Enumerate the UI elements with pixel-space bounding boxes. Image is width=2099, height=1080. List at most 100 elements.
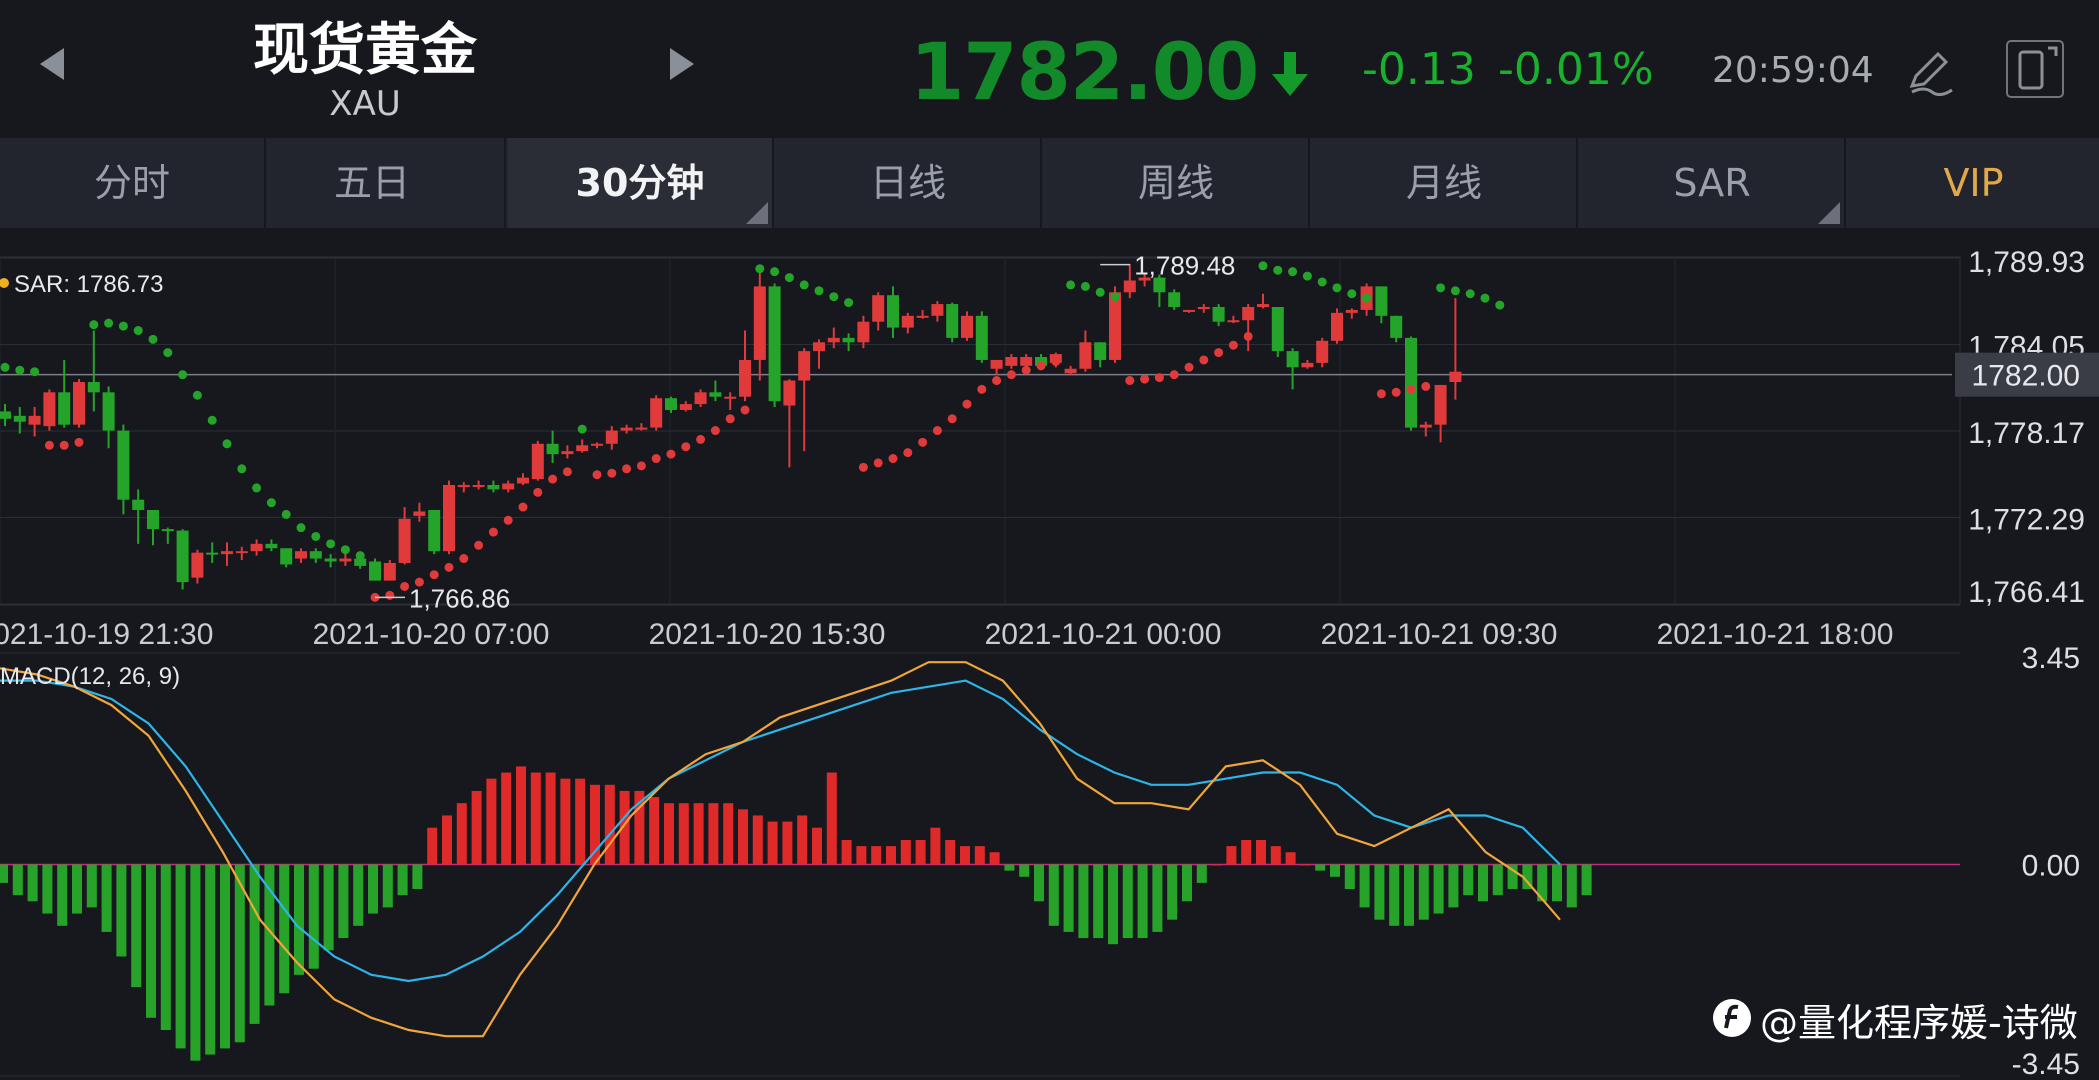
macd-histogram-bar [634,790,645,865]
sar-dot [681,442,691,452]
macd-histogram-bar [1004,864,1015,871]
sar-dot [30,367,40,377]
sar-dot [636,461,646,471]
candle-body [369,561,381,581]
price-axis-tick: 1,766.41 [1968,576,2085,609]
sar-dot [1421,381,1431,391]
tab-label: 五日 [333,161,410,205]
candle-body [1419,424,1432,428]
macd-histogram-bar [1300,864,1311,866]
sar-dot [1080,281,1090,291]
candle-body [1138,277,1151,281]
macd-histogram-bar [974,846,985,865]
macd-histogram-bar [945,839,956,865]
candle-body [87,382,100,393]
sar-dot [1243,331,1253,341]
time-axis-tick: 2021-10-21 00:00 [985,618,1222,651]
macd-histogram-bar [900,839,911,865]
pen-icon[interactable] [1904,46,1954,96]
tab-30min[interactable]: 30分钟 [508,138,774,228]
macd-histogram-bar [738,809,748,865]
sar-dot [666,449,676,459]
tab-label: 分时 [93,161,170,205]
macd-histogram-bar [72,864,82,914]
macd-histogram-bar [1226,846,1237,865]
tab-weekly[interactable]: 周线 [1044,138,1310,228]
tab-daily[interactable]: 日线 [776,138,1042,228]
candle-body [132,499,145,510]
candle-body [1079,342,1092,369]
candle-body [309,551,322,559]
sar-dot [1110,292,1120,302]
macd-histogram-bar [1034,864,1044,902]
macd-histogram-bar [249,864,260,1024]
macd-histogram-bar [649,797,660,865]
sar-dot [340,545,350,555]
macd-legend-label: MACD(12, 26, 9) [0,663,180,690]
candle-body [605,430,618,444]
macd-histogram-bar [590,784,600,865]
macd-histogram-bar [723,803,734,865]
macd-histogram-bar [516,766,526,865]
macd-histogram-bar [841,839,852,865]
candle-body [428,509,441,552]
sar-dot [237,464,247,474]
tab-five-day[interactable]: 五日 [240,138,506,228]
sar-dot [977,384,987,394]
time-axis-tick: 2021-10-21 09:30 [1321,618,1558,651]
macd-histogram-bar [1507,864,1518,890]
candle-body [457,484,470,487]
dropdown-corner-icon [746,202,768,224]
sar-dot [755,264,765,274]
chevron-left-icon[interactable] [40,48,64,80]
sar-dot [15,365,25,375]
candle-body [147,509,159,530]
sar-dot [562,467,572,477]
candle-body [546,443,559,455]
sar-dot [992,376,1002,386]
sar-dot [222,439,232,449]
sar-dot [1332,283,1342,293]
sar-dot [1154,373,1164,383]
chevron-right-icon[interactable] [670,48,694,80]
candle-body [975,315,988,360]
macd-histogram-bar [782,821,793,865]
sar-dot [1288,267,1298,277]
candle-body [1375,286,1388,316]
candle-body [1064,368,1077,374]
macd-axis-tick: 3.45 [2022,642,2080,675]
candle-body [413,511,426,516]
macd-histogram-bar [160,864,171,1031]
sar-dot [844,298,854,308]
macd-histogram-bar [220,864,230,1049]
tab-vip[interactable]: VIP [1848,138,2099,228]
candle-body [739,359,751,397]
candle-body [990,359,1003,369]
macd-histogram-bar [1359,864,1370,908]
candle-body [0,411,11,419]
current-price-tag [1955,352,2099,397]
sar-dot [932,426,942,436]
candle-body [857,321,870,343]
macd-histogram-bar [1344,864,1355,890]
sar-dot [577,424,587,434]
rotate-screen-icon[interactable] [2004,38,2066,100]
sar-dot [429,570,439,580]
sar-dot [44,440,54,450]
tab-monthly[interactable]: 月线 [1312,138,1578,228]
sar-dot [784,273,794,283]
sar-dot [1036,361,1046,371]
sar-dot [488,527,498,537]
kline-chart[interactable]: 1,789.931,784.051,778.171,772.291,766.41… [0,228,2099,1080]
sar-dot [918,437,928,447]
macd-histogram-bar [57,864,68,926]
macd-histogram-bar [234,864,245,1043]
sar-dot [74,437,84,447]
sar-dot [311,531,321,541]
tab-sar[interactable]: SAR [1580,138,1846,228]
sar-dot [148,334,158,344]
tab-minute[interactable]: 分时 [0,138,266,228]
macd-histogram-bar [471,790,482,865]
candle-body [517,477,529,484]
macd-histogram-bar [886,846,896,865]
